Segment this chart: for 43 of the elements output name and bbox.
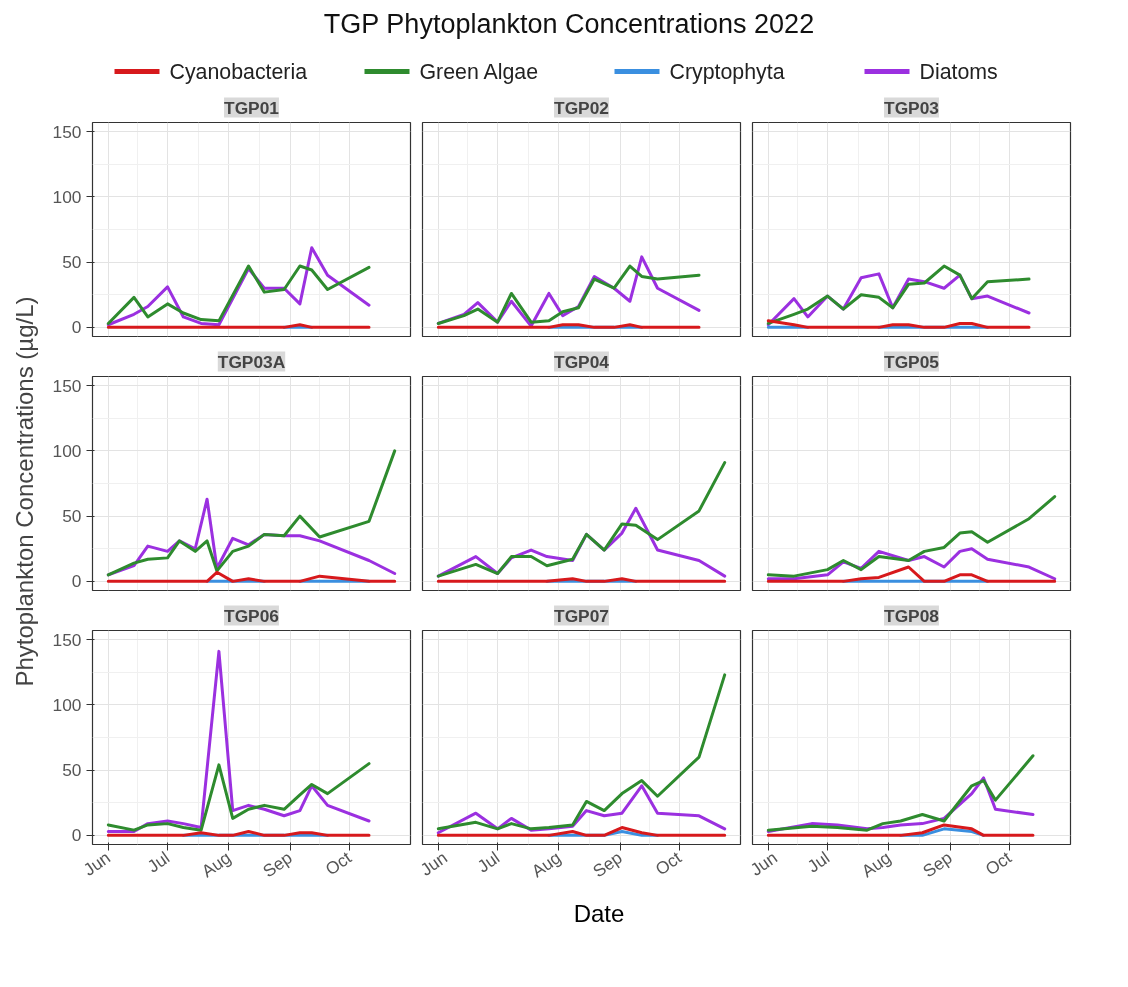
x-tick-label: Aug	[197, 847, 235, 882]
text: TGP Phytoplankton Concentrations 2022	[323, 8, 815, 41]
chart-title: TGP03	[884, 97, 940, 118]
y-tick-label: 150	[52, 629, 82, 650]
x-tick-label: Jun	[416, 847, 451, 880]
y-tick-label: 50	[62, 506, 82, 527]
x-tick-label: Sep	[919, 847, 956, 882]
legend-label: Green Algae	[419, 59, 539, 84]
x-tick-label: Oct	[981, 847, 1016, 880]
x-tick-label: Jul	[473, 847, 504, 877]
x-tick-label: Sep	[259, 847, 296, 882]
text: Phytoplankton Concentrations (µg/L)	[11, 296, 38, 687]
chart-title: TGP04	[554, 351, 610, 372]
x-tick-label: Jul	[803, 847, 834, 877]
x-tick-label: Jul	[143, 847, 174, 877]
y-tick-label: 0	[71, 317, 82, 338]
y-tick-label: 50	[62, 252, 82, 273]
x-tick-label: Aug	[857, 847, 895, 882]
y-tick-label: 100	[52, 440, 82, 461]
x-tick-label: Oct	[321, 847, 356, 880]
y-tick-label: 100	[52, 694, 82, 715]
x-tick-label: Sep	[589, 847, 626, 882]
chart-title: TGP06	[224, 605, 280, 626]
x-tick-label: Oct	[651, 847, 686, 880]
y-tick-label: 50	[62, 760, 82, 781]
x-tick-label: Jun	[746, 847, 781, 880]
x-tick-label: Jun	[79, 847, 115, 880]
y-tick-label: 150	[52, 121, 82, 142]
chart-title: TGP01	[224, 97, 280, 118]
chart-title: TGP07	[554, 605, 609, 626]
legend-label: Diatoms	[919, 59, 998, 84]
chart-title: TGP05	[884, 351, 940, 372]
x-tick-label: Aug	[527, 847, 565, 882]
chart-title: TGP08	[884, 605, 940, 626]
legend-label: Cryptophyta	[669, 59, 785, 84]
y-tick-label: 100	[52, 186, 82, 207]
y-tick-label: 0	[71, 571, 82, 592]
y-tick-label: 150	[52, 375, 82, 396]
legend-label: Cyanobacteria	[169, 59, 308, 84]
y-tick-label: 0	[71, 825, 82, 846]
chart-title: TGP02	[554, 97, 609, 118]
text: Date	[573, 899, 625, 929]
chart-title: TGP03A	[217, 351, 286, 372]
